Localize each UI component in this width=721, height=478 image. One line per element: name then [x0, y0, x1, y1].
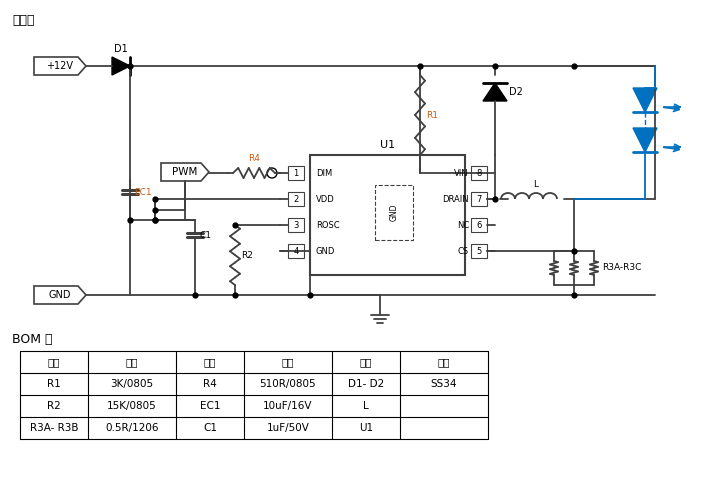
Text: R4: R4 [203, 379, 217, 389]
Text: D1- D2: D1- D2 [348, 379, 384, 389]
Text: D2: D2 [509, 87, 523, 97]
Text: GND: GND [49, 290, 71, 300]
Text: R2: R2 [241, 250, 253, 260]
Text: R4: R4 [248, 154, 260, 163]
Bar [471, 192, 487, 206]
Text: 3K/0805: 3K/0805 [110, 379, 154, 389]
Text: 原理图: 原理图 [12, 14, 35, 27]
Text: 5: 5 [477, 247, 482, 256]
Bar [471, 218, 487, 232]
Bar [471, 244, 487, 258]
Text: DRAIN: DRAIN [443, 195, 469, 204]
Text: R3A- R3B: R3A- R3B [30, 423, 79, 433]
Polygon shape [633, 128, 657, 152]
Text: 参数: 参数 [282, 357, 294, 367]
Polygon shape [633, 88, 657, 112]
Bar [288, 192, 304, 206]
Text: EC1: EC1 [134, 187, 151, 196]
Text: 1uF/50V: 1uF/50V [267, 423, 309, 433]
Text: EC1: EC1 [200, 401, 220, 411]
Text: 参数: 参数 [125, 357, 138, 367]
Text: L: L [363, 401, 369, 411]
Bar [310, 155, 465, 275]
Bar [471, 166, 487, 180]
Text: C1: C1 [199, 230, 211, 239]
Bar [288, 218, 304, 232]
Text: U1: U1 [359, 423, 373, 433]
Text: 参数: 参数 [438, 357, 450, 367]
Text: L: L [534, 180, 539, 189]
Text: VIN: VIN [454, 169, 469, 177]
Bar [288, 166, 304, 180]
Text: 2: 2 [293, 195, 298, 204]
Text: SS34: SS34 [430, 379, 457, 389]
Bar [288, 244, 304, 258]
Text: 6: 6 [477, 220, 482, 229]
Text: ROSC: ROSC [316, 220, 340, 229]
Text: 3: 3 [293, 220, 298, 229]
Text: 位号: 位号 [48, 357, 61, 367]
Polygon shape [112, 57, 130, 75]
Text: R2: R2 [47, 401, 61, 411]
Text: 15K/0805: 15K/0805 [107, 401, 157, 411]
Text: U1: U1 [380, 140, 395, 150]
Text: 位号: 位号 [360, 357, 372, 367]
Text: 510R/0805: 510R/0805 [260, 379, 317, 389]
Text: 1: 1 [293, 169, 298, 177]
Text: GND: GND [389, 204, 399, 221]
Text: DIM: DIM [316, 169, 332, 177]
Text: 0.5R/1206: 0.5R/1206 [105, 423, 159, 433]
Text: 4: 4 [293, 247, 298, 256]
Text: 10uF/16V: 10uF/16V [263, 401, 313, 411]
Text: D1: D1 [114, 44, 128, 54]
Text: CS: CS [458, 247, 469, 256]
Text: VDD: VDD [316, 195, 335, 204]
Text: 位号: 位号 [204, 357, 216, 367]
Polygon shape [483, 83, 507, 101]
Text: R3A-R3C: R3A-R3C [602, 263, 642, 272]
Text: 7: 7 [477, 195, 482, 204]
Text: NC: NC [456, 220, 469, 229]
Text: PWM: PWM [172, 167, 198, 177]
Text: R1: R1 [47, 379, 61, 389]
Text: 8: 8 [477, 169, 482, 177]
Text: GND: GND [316, 247, 335, 256]
Text: BOM 表: BOM 表 [12, 333, 53, 346]
Text: R1: R1 [426, 110, 438, 120]
Text: +12V: +12V [46, 61, 74, 71]
Text: C1: C1 [203, 423, 217, 433]
Bar [375, 185, 413, 240]
